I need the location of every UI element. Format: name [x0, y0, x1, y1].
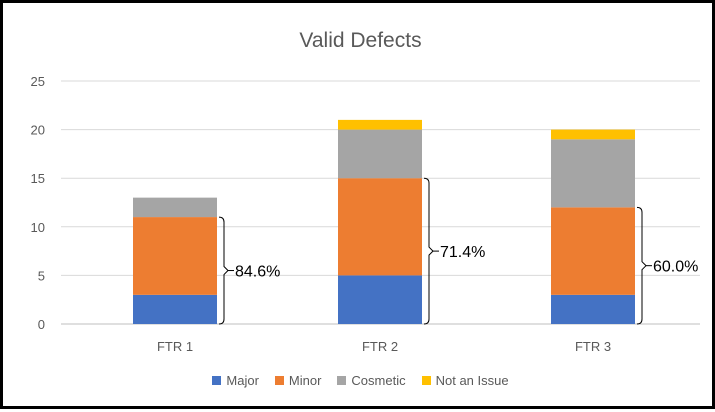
legend: Major Minor Cosmetic Not an Issue — [3, 373, 715, 388]
bar-not-an-issue — [338, 119, 422, 130]
legend-label: Not an Issue — [435, 373, 509, 388]
legend-item: Minor — [274, 373, 322, 388]
bar-minor — [133, 217, 217, 295]
annotation-bracket — [218, 216, 229, 325]
legend-swatch — [212, 376, 222, 385]
legend-item: Major — [212, 373, 259, 388]
legend-label: Major — [226, 373, 259, 388]
y-tick-label: 20 — [31, 123, 45, 138]
legend-item: Cosmetic — [337, 373, 406, 388]
x-tick-label: FTR 1 — [157, 339, 193, 354]
bar-not-an-issue — [551, 129, 635, 140]
chart-title: Valid Defects — [299, 29, 422, 52]
y-tick-label: 25 — [31, 74, 45, 89]
y-tick-label: 5 — [38, 268, 45, 283]
bar-cosmetic — [338, 129, 422, 179]
legend-swatch — [421, 376, 431, 385]
legend-swatch — [337, 376, 347, 385]
legend-swatch — [274, 376, 284, 385]
bar-minor — [551, 207, 635, 295]
annotation-label: 60.0% — [653, 259, 698, 276]
bar-major — [551, 294, 635, 324]
bar-major — [133, 294, 217, 324]
legend-label: Minor — [288, 373, 322, 388]
annotation-label: 84.6% — [235, 264, 280, 281]
legend-label: Cosmetic — [351, 373, 406, 388]
x-tick-label: FTR 3 — [575, 339, 611, 354]
annotation-bracket — [636, 206, 647, 325]
legend-item: Not an Issue — [421, 373, 509, 388]
annotation-bracket — [423, 177, 434, 325]
bar-cosmetic — [133, 197, 217, 218]
bar-minor — [338, 178, 422, 276]
annotation-label: 71.4% — [440, 244, 485, 261]
bar-cosmetic — [551, 139, 635, 208]
bar-major — [338, 275, 422, 324]
plot-area: 0 5 10 15 20 25 FTR 1 FTR 2 FTR 3 84.6% 71.4% 60.0% — [31, 74, 700, 354]
x-tick-label: FTR 2 — [362, 339, 398, 354]
y-tick-label: 0 — [38, 317, 45, 332]
y-tick-label: 15 — [31, 171, 45, 186]
y-tick-label: 10 — [31, 220, 45, 235]
